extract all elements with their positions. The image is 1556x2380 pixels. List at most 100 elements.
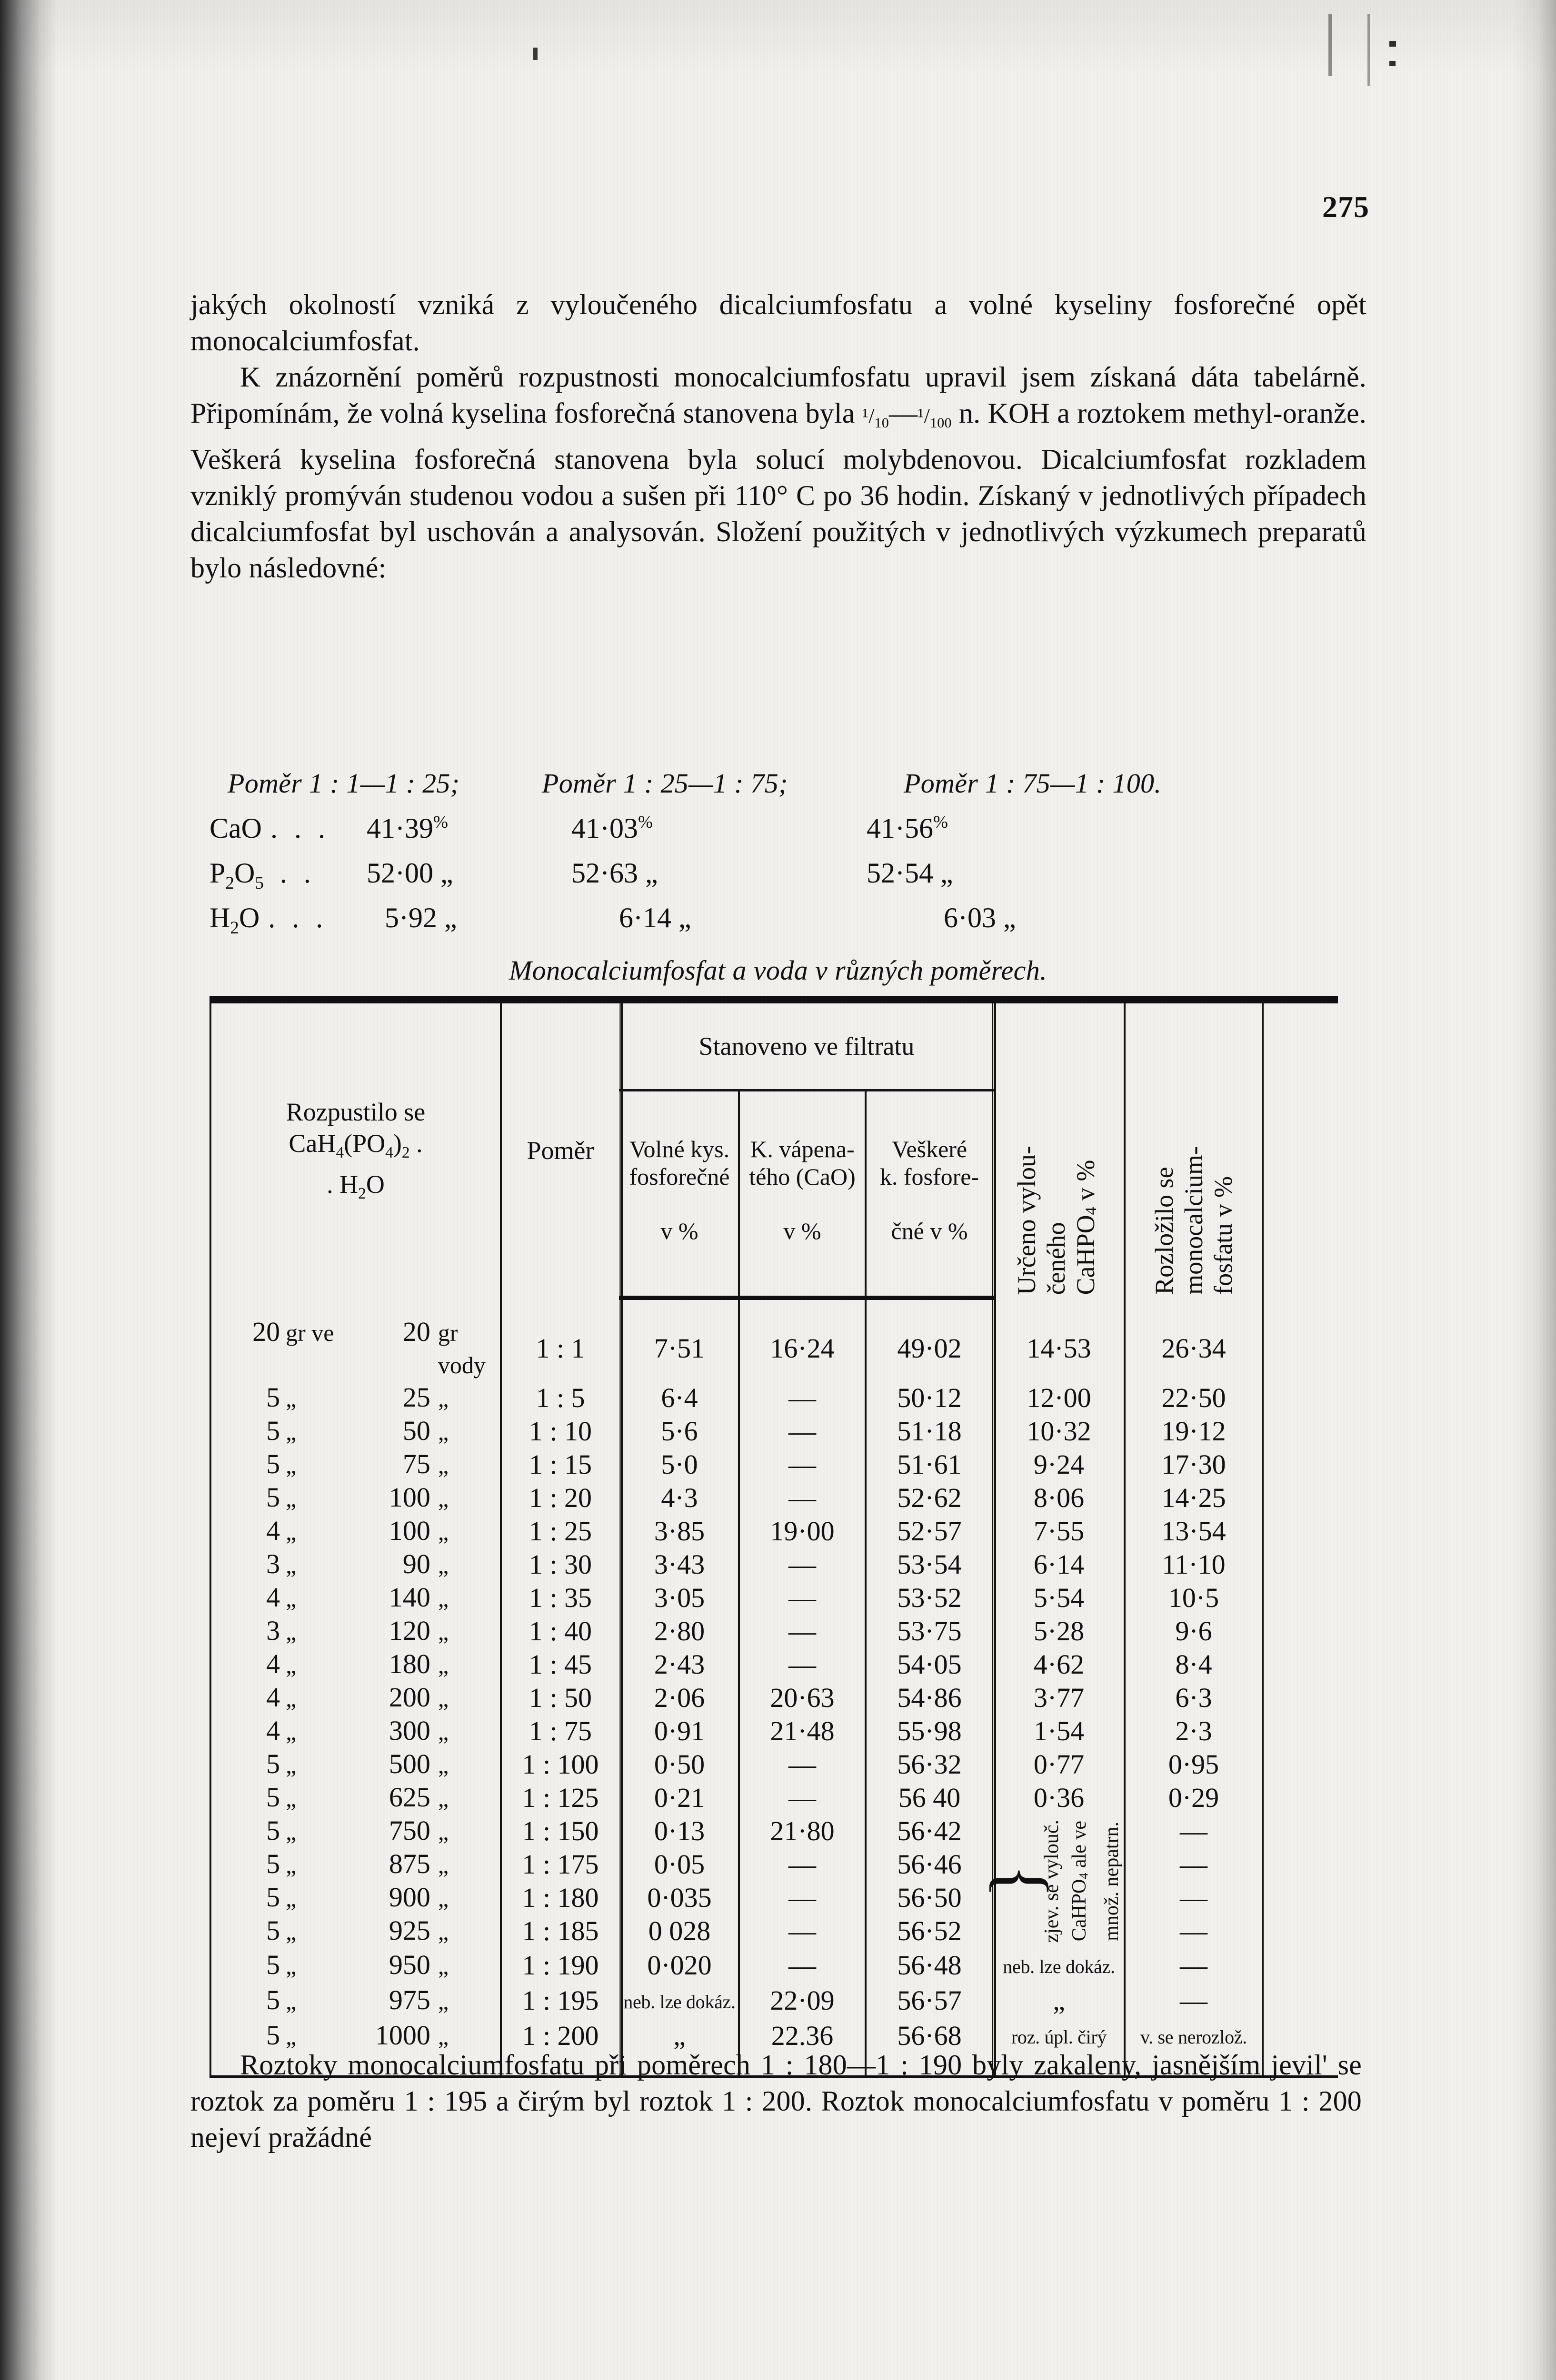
- cell-dissolved: 5 „ 500 „: [209, 1748, 501, 1781]
- dissolved-salt-unit: „: [286, 1652, 297, 1678]
- composition-cao-v1: 41·39%: [367, 813, 448, 844]
- cell-free-acid: „: [619, 2018, 739, 2053]
- cell-decomposed: 0·95: [1124, 1748, 1264, 1781]
- composition-label-h2o: H2O. . .: [209, 902, 328, 938]
- row-outer-margin: [1263, 1548, 1339, 1581]
- cell-lime: —: [738, 1581, 866, 1615]
- dissolved-salt-amount: 5: [266, 1382, 280, 1413]
- dissolved-water-unit: „: [438, 1988, 449, 2014]
- cell-decomposed: —: [1124, 1815, 1264, 1848]
- cell-decomposed: 13·54: [1124, 1515, 1264, 1548]
- header-col-lime: K. vápena- tého (CaO) v %: [738, 1090, 866, 1300]
- dissolved-water-amount: 300: [389, 1715, 430, 1746]
- cell-cahpo4: 0·77: [992, 1748, 1125, 1781]
- cell-dissolved: 4 „ 100 „: [209, 1515, 501, 1548]
- cell-total-acid: 52·57: [865, 1515, 993, 1548]
- cell-ratio: 1 : 190: [500, 1948, 620, 1983]
- table-row: 5 „ 100 „ 1 : 20 4·3—52·62 8·06 14·25: [209, 1481, 1339, 1515]
- cell-cahpo4: 10·32: [992, 1415, 1125, 1448]
- composition-h2o-v3: 6·03 „: [944, 902, 1016, 933]
- cell-decomposed: 22·50: [1124, 1381, 1264, 1415]
- dissolved-water-amount: 950: [389, 1949, 430, 1980]
- cell-total-acid: 54·05: [865, 1648, 993, 1681]
- cell-cahpo4: 12·00: [992, 1381, 1125, 1415]
- composition-h2o-v2: 6·14 „: [619, 902, 691, 933]
- cell-total-acid: 54·86: [865, 1681, 993, 1715]
- composition-label-p2o5: P2O5. .: [209, 857, 316, 893]
- cell-ratio: 1 : 75: [500, 1715, 620, 1748]
- dissolved-salt-unit: „: [286, 1918, 297, 1945]
- cell-cahpo4: 14·53: [992, 1316, 1125, 1381]
- dissolved-salt-amount: 5: [266, 1915, 280, 1946]
- cell-lime: —: [738, 1381, 866, 1415]
- header-dissolved-line3: . H2O: [327, 1170, 385, 1202]
- cell-dissolved: 5 „ 950 „: [209, 1948, 501, 1983]
- cell-total-acid: 56·42: [865, 1815, 993, 1848]
- cell-lime: —: [738, 1881, 866, 1914]
- dissolved-water-amount: 90: [402, 1548, 430, 1579]
- cell-lime: —: [738, 1848, 866, 1881]
- dissolved-salt-amount: 3: [266, 1548, 280, 1579]
- cell-free-acid: 0·020: [619, 1948, 739, 1983]
- composition-row-p2o5: P2O5. . 52·00 „ 52·63 „ 52·54 „: [209, 857, 1362, 902]
- header-lime-line1: K. vápena-: [750, 1136, 855, 1163]
- row-outer-margin: [1263, 1848, 1339, 1881]
- dissolved-water-amount: 180: [389, 1648, 430, 1679]
- solubility-table-grid: Rozpustilo se CaH4(PO4)2 . . H2O Poměr S…: [209, 1003, 1339, 2075]
- dissolved-water-amount: 500: [389, 1748, 430, 1779]
- row-outer-margin: [1263, 1515, 1339, 1548]
- paragraph-1-text: jakých okolností vzniká z vyloučeného di…: [190, 289, 1366, 357]
- cell-ratio: 1 : 20: [500, 1481, 620, 1515]
- cell-lime: —: [738, 1948, 866, 1983]
- ratio-heading-2: Poměr 1 : 25—1 : 75;: [542, 768, 788, 799]
- cell-free-acid: 6·4: [619, 1381, 739, 1415]
- paragraph-closing: Roztoky monocalciumfosfatu při poměrech …: [190, 2047, 1362, 2155]
- cell-ratio: 1 : 180: [500, 1881, 620, 1914]
- dissolved-water-unit: „: [438, 1785, 449, 1812]
- dissolved-salt-amount: 4: [266, 1682, 280, 1713]
- table-row: 20 gr ve 20 gr vody 1 : 1 7·51 16·24 49·02 14·53…: [209, 1316, 1339, 1381]
- cell-dissolved: 5 „ 625 „: [209, 1781, 501, 1815]
- dissolved-salt-amount: 5: [266, 1815, 280, 1846]
- table-row: 5 „ 925 „ 1 : 185 0 028—56·52—: [209, 1914, 1339, 1948]
- page-number: 275: [1322, 190, 1369, 224]
- cell-decomposed: —: [1124, 1914, 1264, 1948]
- dissolved-water-unit: gr vody: [438, 1319, 486, 1378]
- paragraph-opening: jakých okolností vzniká z vyloučeného di…: [190, 287, 1366, 359]
- header-col-ratio: Poměr: [500, 1003, 620, 1298]
- cell-lime: —: [738, 1748, 866, 1781]
- cell-free-acid: 2·80: [619, 1615, 739, 1648]
- cell-cahpo4: roz. úpl. čirý: [992, 2018, 1125, 2053]
- cell-free-acid: 5·6: [619, 1415, 739, 1448]
- cell-lime: 16·24: [738, 1316, 866, 1381]
- paragraph-3-text: Roztoky monocalciumfosfatu při poměrech …: [190, 2049, 1362, 2153]
- cell-free-acid: 0·035: [619, 1881, 739, 1914]
- dissolved-salt-unit: „: [286, 1552, 297, 1578]
- cell-dissolved: 5 „ 875 „: [209, 1848, 501, 1881]
- dissolved-salt-amount: 5: [266, 2020, 280, 2051]
- cell-decomposed: 11·10: [1124, 1548, 1264, 1581]
- cell-cahpo4: 5·54: [992, 1581, 1125, 1615]
- table-header-gap: [209, 1298, 1339, 1316]
- dissolved-salt-amount: 4: [266, 1715, 280, 1746]
- dissolved-salt-amount: 5: [266, 1949, 280, 1980]
- header-col-free-acid: Volné kys. fosforečné v %: [619, 1090, 739, 1300]
- cell-dissolved: 4 „ 300 „: [209, 1715, 501, 1748]
- cell-free-acid: 3·85: [619, 1515, 739, 1548]
- table-row: 3 „ 120 „ 1 : 40 2·80—53·75 5·28 9·6: [209, 1615, 1339, 1648]
- cell-free-acid: 4·3: [619, 1481, 739, 1515]
- cell-total-acid: 55·98: [865, 1715, 993, 1748]
- dissolved-water-unit: „: [438, 1385, 449, 1412]
- row-outer-margin: [1263, 1781, 1339, 1815]
- dissolved-water-unit: „: [438, 1652, 449, 1678]
- header-total-acid-line1: Veškeré: [891, 1136, 968, 1163]
- dissolved-water-amount: 200: [389, 1682, 430, 1713]
- dissolved-salt-unit: „: [286, 1452, 297, 1478]
- cell-cahpo4: 5·28: [992, 1615, 1125, 1648]
- cell-ratio: 1 : 10: [500, 1415, 620, 1448]
- cell-decomposed: —: [1124, 1948, 1264, 1983]
- composition-h2o-v1: 5·92 „: [385, 902, 457, 933]
- cell-lime: —: [738, 1648, 866, 1681]
- cell-total-acid: 53·54: [865, 1548, 993, 1581]
- dissolved-water-unit: „: [438, 1752, 449, 1778]
